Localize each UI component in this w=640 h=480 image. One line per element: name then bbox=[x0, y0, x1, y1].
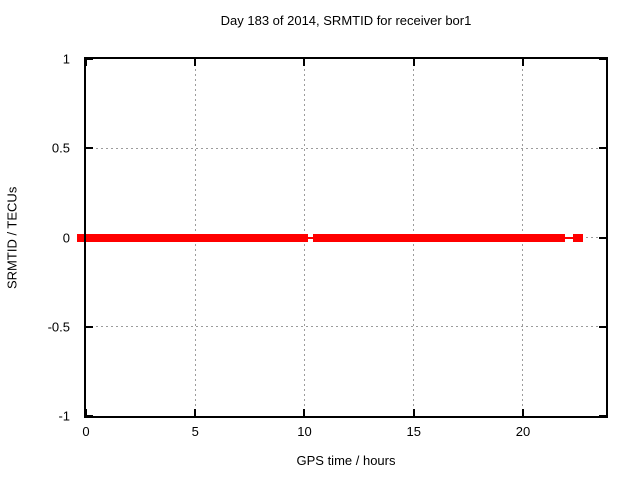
chart-title: Day 183 of 2014, SRMTID for receiver bor… bbox=[220, 13, 472, 28]
y-tick-label: 0.5 bbox=[51, 140, 70, 156]
x-tick-mark bbox=[194, 409, 197, 416]
horizontal-gridline bbox=[86, 326, 606, 328]
x-tick-label: 15 bbox=[406, 424, 421, 439]
y-tick-label: 1 bbox=[62, 51, 70, 67]
y-tick-mark bbox=[599, 415, 606, 417]
x-tick-mark bbox=[194, 59, 197, 66]
y-tick-mark bbox=[599, 58, 606, 60]
y-tick-mark bbox=[86, 415, 93, 417]
y-tick-mark bbox=[599, 325, 606, 328]
y-tick-mark bbox=[86, 58, 93, 60]
x-tick-mark bbox=[303, 59, 306, 66]
x-tick-mark bbox=[521, 59, 524, 66]
x-tick-mark bbox=[412, 409, 415, 416]
horizontal-gridline bbox=[86, 147, 606, 149]
y-tick-mark bbox=[599, 147, 606, 150]
x-tick-mark bbox=[412, 59, 415, 66]
data-segment bbox=[86, 233, 308, 242]
y-tick-label: -1 bbox=[58, 408, 70, 424]
x-axis-label: GPS time / hours bbox=[296, 453, 396, 468]
plot-area bbox=[77, 57, 608, 418]
y-tick-label: 0 bbox=[62, 230, 70, 245]
y-tick-mark bbox=[599, 236, 606, 239]
x-tick-mark bbox=[85, 59, 87, 66]
y-tick-mark bbox=[86, 325, 93, 328]
x-tick-label: 5 bbox=[191, 424, 199, 439]
data-segment bbox=[572, 233, 584, 242]
x-tick-mark bbox=[521, 409, 524, 416]
x-tick-mark bbox=[85, 409, 87, 416]
x-tick-labels: 0 5 10 15 20 bbox=[82, 424, 606, 440]
data-point-overhang bbox=[77, 233, 84, 242]
x-tick-label: 10 bbox=[297, 424, 312, 439]
x-tick-label: 20 bbox=[515, 424, 531, 439]
x-tick-label: 0 bbox=[82, 424, 90, 439]
x-tick-mark bbox=[303, 409, 306, 416]
data-segment bbox=[307, 236, 314, 239]
data-segment bbox=[313, 233, 565, 242]
y-tick-label: -0.5 bbox=[47, 319, 70, 335]
plot-canvas bbox=[77, 58, 606, 417]
data-segment bbox=[564, 236, 573, 239]
y-tick-mark bbox=[86, 147, 93, 150]
y-tick-labels: 1 0.5 0 -0.5 -1 bbox=[0, 52, 70, 424]
